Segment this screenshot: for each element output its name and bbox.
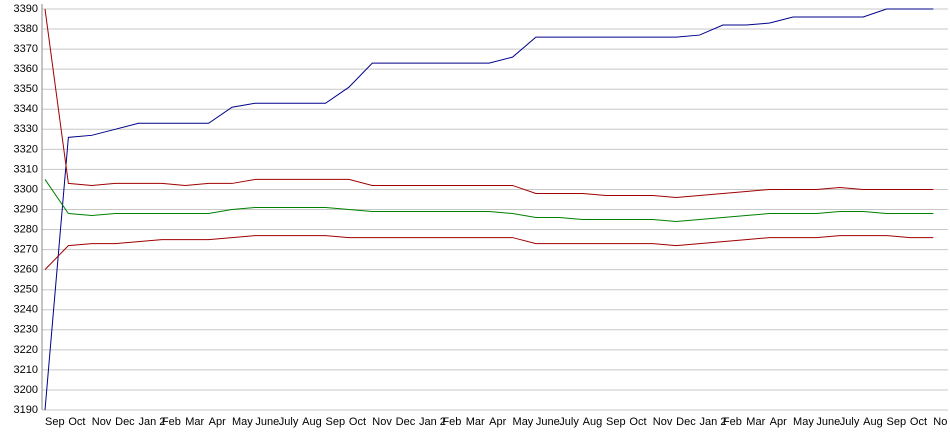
- x-tick-label: Mar: [746, 416, 765, 428]
- x-tick-label: Oct: [68, 416, 85, 428]
- y-tick-label: 3320: [14, 143, 38, 155]
- y-tick-label: 3190: [14, 404, 38, 416]
- x-tick-label: Sep: [326, 416, 346, 428]
- x-tick-label: May: [793, 416, 814, 428]
- x-tick-label: Nov: [653, 416, 673, 428]
- x-tick-label: July: [279, 416, 299, 428]
- x-tick-label: Feb: [723, 416, 742, 428]
- x-tick-label: Apr: [489, 416, 506, 428]
- x-tick-label: Dec: [396, 416, 416, 428]
- y-tick-label: 3220: [14, 344, 38, 356]
- x-tick-label: Oct: [349, 416, 366, 428]
- x-tick-label: July: [840, 416, 860, 428]
- x-tick-label: Mar: [466, 416, 485, 428]
- x-tick-label: Dec: [115, 416, 135, 428]
- y-tick-label: 3380: [14, 23, 38, 35]
- y-tick-label: 3230: [14, 324, 38, 336]
- series-line: [44, 179, 934, 223]
- x-tick-label: Aug: [302, 416, 322, 428]
- x-tick-label: Jan 2: [139, 416, 166, 428]
- y-tick-label: 3250: [14, 284, 38, 296]
- x-tick-label: Dec: [676, 416, 696, 428]
- x-tick-label: Aug: [863, 416, 883, 428]
- x-tick-label: Nov: [92, 416, 112, 428]
- x-tick-label: June: [816, 416, 840, 428]
- series-line: [44, 8, 934, 411]
- series-line: [44, 235, 934, 270]
- x-tick-label: Sep: [606, 416, 626, 428]
- x-tick-label: June: [536, 416, 560, 428]
- x-tick-label: Feb: [162, 416, 181, 428]
- y-tick-label: 3360: [14, 63, 38, 75]
- y-tick-label: 3300: [14, 183, 38, 195]
- x-tick-label: July: [559, 416, 579, 428]
- x-tick-label: Apr: [209, 416, 226, 428]
- y-tick-label: 3310: [14, 163, 38, 175]
- x-tick-label: Oct: [629, 416, 646, 428]
- x-tick-label: Feb: [442, 416, 461, 428]
- series-line: [44, 8, 934, 198]
- x-tick-label: Nov: [372, 416, 392, 428]
- x-tick-label: Sep: [887, 416, 907, 428]
- x-tick-label: Sep: [45, 416, 65, 428]
- x-tick-label: Aug: [583, 416, 603, 428]
- y-tick-label: 3280: [14, 223, 38, 235]
- y-tick-label: 3240: [14, 304, 38, 316]
- y-tick-label: 3330: [14, 123, 38, 135]
- y-tick-label: 3340: [14, 103, 38, 115]
- x-tick-label: Oct: [910, 416, 927, 428]
- y-tick-label: 3270: [14, 244, 38, 256]
- x-tick-label: May: [513, 416, 534, 428]
- y-tick-label: 3210: [14, 364, 38, 376]
- y-tick-label: 3370: [14, 43, 38, 55]
- x-tick-label: No: [933, 416, 947, 428]
- x-tick-label: Jan 2: [419, 416, 446, 428]
- y-tick-label: 3260: [14, 264, 38, 276]
- y-tick-label: 3350: [14, 83, 38, 95]
- y-tick-label: 3200: [14, 384, 38, 396]
- x-tick-label: Jan 2: [700, 416, 727, 428]
- x-tick-label: Mar: [185, 416, 204, 428]
- x-tick-label: June: [255, 416, 279, 428]
- x-tick-label: May: [232, 416, 253, 428]
- y-tick-label: 3290: [14, 203, 38, 215]
- x-tick-label: Apr: [770, 416, 787, 428]
- y-tick-label: 3390: [14, 3, 38, 15]
